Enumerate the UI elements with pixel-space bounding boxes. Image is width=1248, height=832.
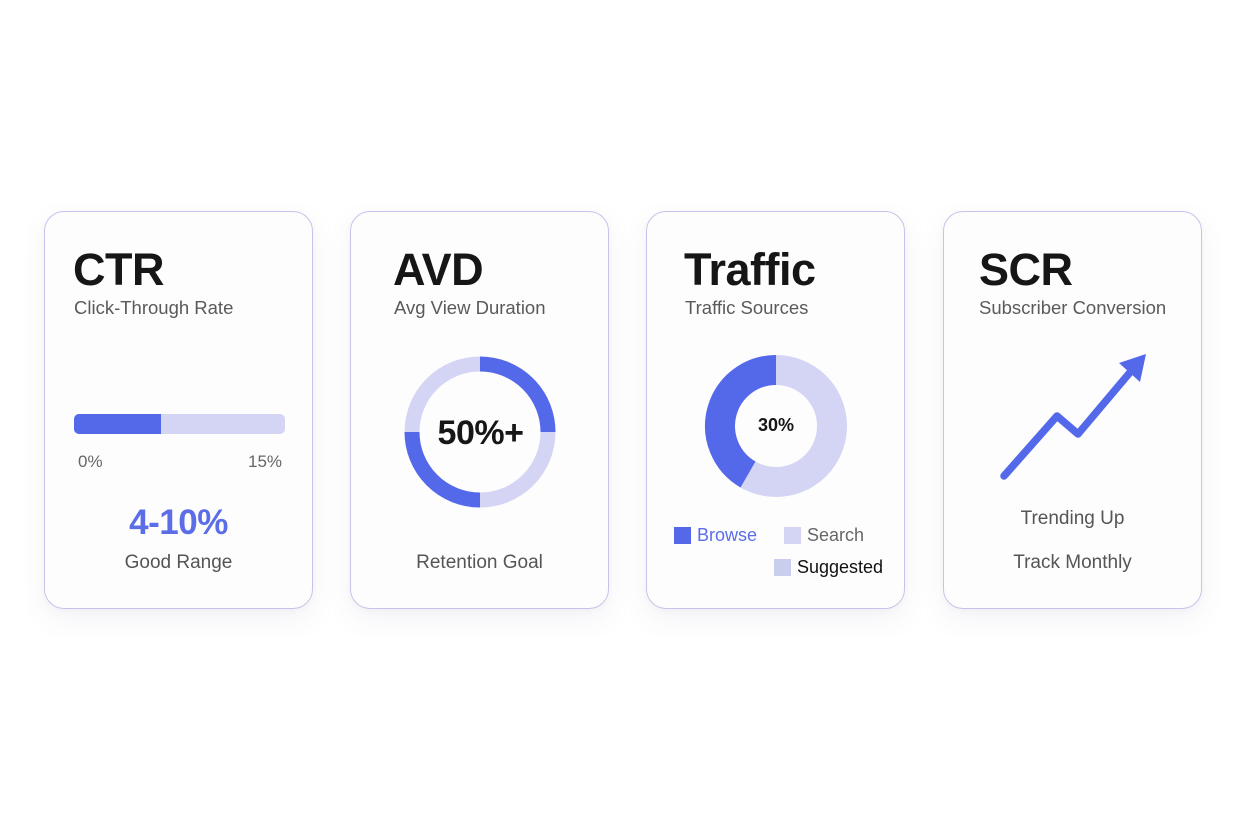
avd-ring-value: 50%+ — [437, 414, 524, 452]
legend-swatch-suggested — [774, 559, 791, 576]
avd-ring-segment-1 — [479, 356, 556, 433]
ctr-caption: Good Range — [124, 552, 233, 573]
legend-item-browse: Browse — [674, 525, 757, 546]
ctr-subtitle: Click-Through Rate — [74, 297, 234, 318]
scr-title: SCR — [979, 244, 1073, 295]
ctr-title: CTR — [73, 244, 164, 295]
avd-caption: Retention Goal — [416, 552, 543, 573]
scr-trend-label: Trending Up — [1020, 508, 1125, 529]
legend-item-search: Search — [784, 525, 864, 546]
legend-item-suggested: Suggested — [774, 557, 883, 578]
legend-label-search: Search — [807, 525, 865, 545]
scr-subtitle: Subscriber Conversion — [979, 297, 1167, 318]
avd-ring-segment-3 — [404, 431, 481, 508]
ctr-card[interactable] — [44, 211, 313, 609]
ctr-progress-bar — [74, 414, 285, 434]
avd-ring-chart — [404, 356, 556, 508]
ctr-progress-fill — [74, 414, 161, 434]
scr-caption: Track Monthly — [1013, 552, 1132, 573]
ctr-axis-min: 0% — [78, 452, 103, 471]
avd-title: AVD — [393, 244, 484, 295]
ctr-axis-max: 15% — [248, 452, 283, 471]
legend-swatch-search — [784, 527, 801, 544]
traffic-donut-value: 30% — [757, 415, 795, 435]
legend-label-browse: Browse — [697, 525, 758, 545]
ctr-good-range-value: 4-10% — [129, 503, 228, 542]
traffic-title: Traffic — [684, 244, 816, 295]
traffic-donut-browse-segment — [705, 355, 777, 488]
legend-swatch-browse — [674, 527, 691, 544]
avd-ring-segment-2 — [479, 431, 556, 508]
avd-card[interactable] — [350, 211, 609, 609]
avd-subtitle: Avg View Duration — [394, 297, 546, 318]
traffic-subtitle: Traffic Sources — [685, 297, 809, 318]
traffic-donut-chart — [705, 355, 847, 497]
legend-label-suggested: Suggested — [797, 557, 884, 577]
avd-ring-segment-4 — [404, 356, 481, 433]
